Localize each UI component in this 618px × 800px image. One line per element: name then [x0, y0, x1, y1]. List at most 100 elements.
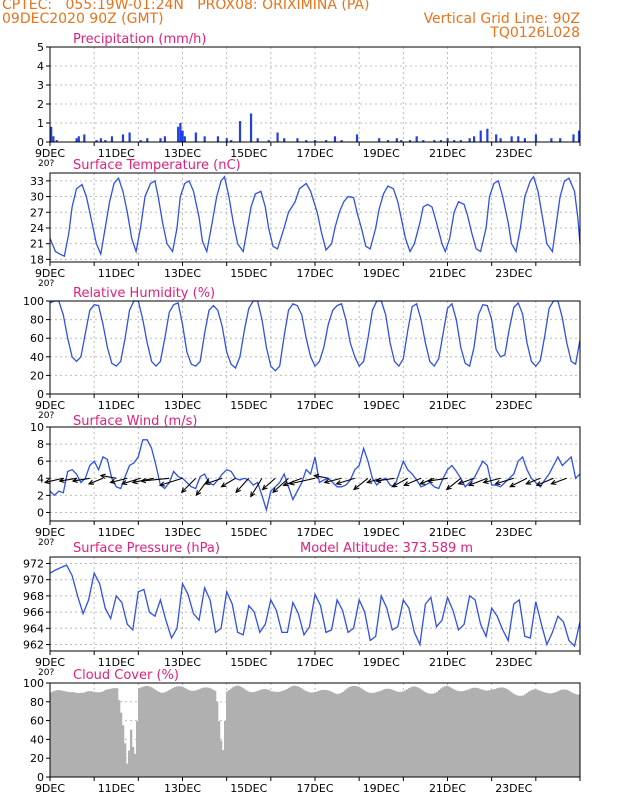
wind-arrowhead: [58, 477, 65, 484]
cloud-cover-bar: [358, 687, 361, 777]
cloud-cover-bar: [570, 692, 573, 777]
cloud-cover-bar: [492, 689, 495, 777]
cloud-cover-bar: [496, 688, 499, 777]
cloud-cover-bar: [546, 692, 549, 777]
x-year-label: 20?: [38, 411, 54, 421]
cloud-cover-bar: [290, 686, 293, 777]
precip-bar: [439, 140, 443, 142]
cloud-cover-bar: [322, 689, 325, 777]
cloud-cover-bar: [360, 688, 363, 777]
series-line: [49, 439, 581, 513]
wind-vector: [88, 477, 104, 485]
cloud-cover-bar: [440, 688, 443, 777]
y-tick-label: 1: [37, 117, 44, 130]
cloud-cover-bar: [178, 686, 181, 777]
cloud-cover-bar: [512, 693, 515, 777]
y-tick-label: 968: [23, 590, 44, 603]
cloud-cover-bar: [400, 691, 403, 777]
cloud-cover-bar: [350, 686, 353, 777]
precip-bar: [50, 126, 53, 142]
cloud-cover-bar: [576, 694, 579, 777]
cloud-cover-bar: [118, 700, 121, 777]
cloud-cover-bar: [60, 690, 63, 777]
cloud-cover-bar: [468, 689, 471, 777]
cloud-cover-bar: [230, 688, 233, 777]
x-tick-label: 9DEC: [35, 267, 65, 280]
cloud-cover-bar: [138, 688, 141, 777]
wind-arrowhead: [250, 491, 256, 498]
cloud-cover-bar: [352, 686, 355, 777]
cloud-cover-bar: [68, 692, 71, 777]
wind-vector: [272, 477, 289, 493]
x-tick-label: 17DEC: [296, 267, 333, 280]
cloud-cover-bar: [418, 688, 421, 777]
cloud-cover-bar: [192, 690, 195, 777]
cloud-cover-bar: [282, 690, 285, 777]
cloud-cover-bar: [366, 691, 369, 777]
cloud-cover-bar: [88, 691, 91, 777]
cloud-cover-bar: [270, 691, 273, 777]
cloud-cover-bar: [454, 689, 457, 777]
x-tick-label: 9DEC: [35, 656, 65, 669]
cloud-cover-bar: [98, 692, 101, 777]
cloud-cover-bar: [390, 689, 393, 777]
precip-bar: [181, 130, 184, 142]
wind-vector: [526, 477, 541, 485]
x-tick-label: 13DEC: [164, 782, 201, 795]
cloud-cover-bar: [264, 689, 267, 777]
wind-vector: [110, 477, 128, 484]
cloud-cover-bar: [124, 743, 127, 777]
cloud-cover-bar: [100, 691, 103, 777]
precip-bar: [517, 136, 520, 142]
cloud-cover-bar: [564, 689, 567, 777]
cloud-cover-bar: [458, 691, 461, 777]
wind-arrowhead: [282, 481, 289, 487]
cloud-cover-bar: [402, 691, 405, 777]
precip-bar: [386, 140, 390, 142]
cloud-cover-bar: [504, 688, 507, 777]
cloud-cover-bar: [266, 689, 269, 777]
cloud-cover-bar: [296, 686, 299, 777]
precip-bar: [325, 140, 328, 142]
cloud-cover-bar: [204, 687, 207, 777]
wind-vector: [509, 477, 528, 488]
wind-arrowhead: [131, 479, 138, 485]
cloud-cover-bar: [238, 685, 241, 777]
cloud-cover-bar: [156, 690, 159, 777]
cloud-cover-bar: [196, 690, 199, 777]
model-id-label: TQ0126L028: [490, 25, 580, 41]
cloud-cover-bar: [152, 688, 155, 777]
cloud-cover-bar: [362, 689, 365, 777]
y-tick-label: 30: [30, 191, 44, 204]
cloud-cover-bar: [452, 688, 455, 777]
cloud-cover-bar: [240, 686, 243, 777]
cloud-cover-bar: [414, 686, 417, 777]
x-tick-label: 19DEC: [363, 526, 400, 539]
cloud-cover-bar: [250, 692, 253, 777]
cloud-cover-bar: [216, 701, 219, 777]
x-tick-label: 19DEC: [363, 399, 400, 412]
wind-vector: [427, 477, 448, 482]
cloud-cover-bar: [406, 689, 409, 777]
cloud-cover-bar: [234, 686, 237, 777]
precip-bar: [333, 136, 337, 142]
precip-bar: [446, 138, 449, 142]
x-tick-label: 13DEC: [164, 267, 201, 280]
cloud-cover-bar: [320, 690, 323, 777]
cloud-cover-bar: [110, 688, 113, 777]
precip-bar: [110, 136, 114, 142]
x-tick-label: 13DEC: [164, 147, 201, 160]
y-tick-label: 60: [30, 332, 44, 345]
cloud-cover-bar: [416, 687, 419, 777]
wind-arrowhead: [121, 480, 128, 486]
y-tick-label: 2: [37, 98, 44, 111]
x-tick-label: 17DEC: [296, 526, 333, 539]
cloud-cover-bar: [276, 691, 279, 777]
x-tick-label: 23DEC: [495, 267, 532, 280]
panel-title: Surface Pressure (hPa): [73, 541, 220, 556]
x-tick-label: 11DEC: [98, 782, 135, 795]
x-tick-label: 15DEC: [230, 399, 267, 412]
cloud-cover-bar: [326, 690, 329, 777]
panel-title: Precipitation (mm/h): [73, 32, 206, 47]
cloud-cover-bar: [224, 720, 227, 777]
